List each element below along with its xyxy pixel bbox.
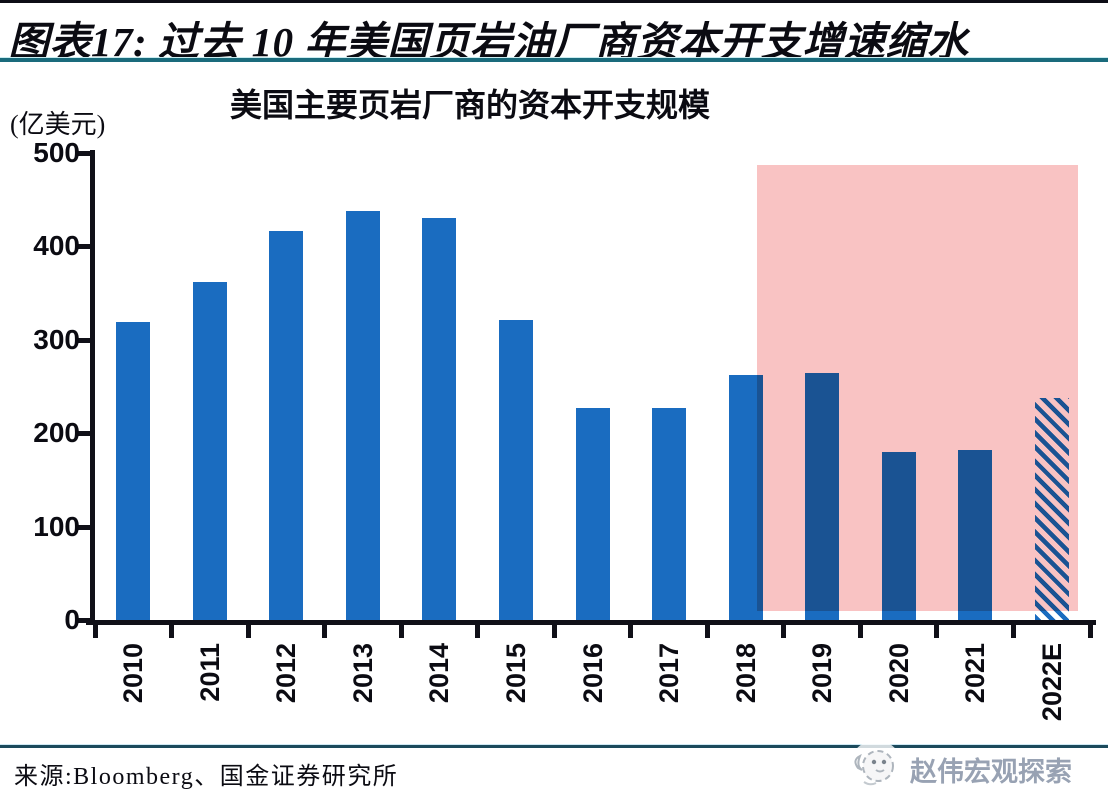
- x-tick: [1010, 624, 1016, 638]
- x-tick: [628, 624, 634, 638]
- watermark: 赵伟宏观探索: [848, 736, 1098, 798]
- x-tick: [475, 624, 481, 638]
- x-tick: [169, 624, 175, 638]
- x-label-2015: 2015: [500, 643, 531, 704]
- x-tick: [704, 624, 710, 638]
- x-tick: [1087, 624, 1093, 638]
- x-tick: [245, 624, 251, 638]
- bar-2012: [269, 230, 304, 620]
- bar-2011: [192, 281, 227, 620]
- footer-divider-rule: [0, 744, 1108, 748]
- y-tick-label: 200: [33, 417, 80, 449]
- bar-2014: [422, 218, 457, 620]
- x-label-2014: 2014: [424, 643, 455, 704]
- y-tick-label: 500: [33, 137, 80, 168]
- bar-2018: [728, 375, 763, 620]
- top-border-rule: [0, 0, 1108, 3]
- x-tick: [92, 624, 98, 638]
- x-label-2012: 2012: [271, 643, 302, 704]
- x-tick: [551, 624, 557, 638]
- y-tick: [76, 337, 92, 343]
- x-axis: [86, 620, 1096, 625]
- x-tick: [781, 624, 787, 638]
- y-axis: [90, 150, 95, 625]
- x-label-2016: 2016: [577, 643, 608, 704]
- x-tick: [857, 624, 863, 638]
- x-tick: [934, 624, 940, 638]
- title-divider-rule: [0, 57, 1108, 62]
- highlight-region: [757, 165, 1078, 611]
- bar-2013: [345, 210, 380, 620]
- y-tick: [76, 244, 92, 250]
- x-label-2011: 2011: [194, 643, 225, 702]
- x-tick: [322, 624, 328, 638]
- y-tick-label: 0: [64, 604, 80, 635]
- bar-2015: [498, 320, 533, 620]
- bar-2010: [116, 322, 151, 620]
- x-label-2017: 2017: [654, 643, 685, 704]
- source-note: 来源:Bloomberg、国金证券研究所: [14, 764, 399, 790]
- chart-title: 美国主要页岩厂商的资本开支规模: [229, 87, 711, 123]
- y-tick-label: 400: [33, 230, 80, 262]
- y-tick: [76, 431, 92, 437]
- y-axis-unit-label: (亿美元): [10, 110, 106, 139]
- y-tick-label: 100: [33, 510, 80, 542]
- y-tick: [76, 618, 92, 623]
- bar-2016: [575, 407, 610, 620]
- x-label-2018: 2018: [730, 643, 761, 704]
- x-label-2019: 2019: [807, 643, 838, 704]
- watermark-text: 赵伟宏观探索: [910, 757, 1072, 787]
- x-label-2013: 2013: [347, 643, 378, 704]
- y-tick: [76, 524, 92, 530]
- panda-doodle-icon: [850, 740, 902, 792]
- x-tick: [398, 624, 404, 638]
- bar-2017: [652, 407, 687, 620]
- y-tick-label: 300: [33, 323, 80, 355]
- x-label-2010: 2010: [118, 643, 149, 704]
- y-tick: [76, 151, 92, 156]
